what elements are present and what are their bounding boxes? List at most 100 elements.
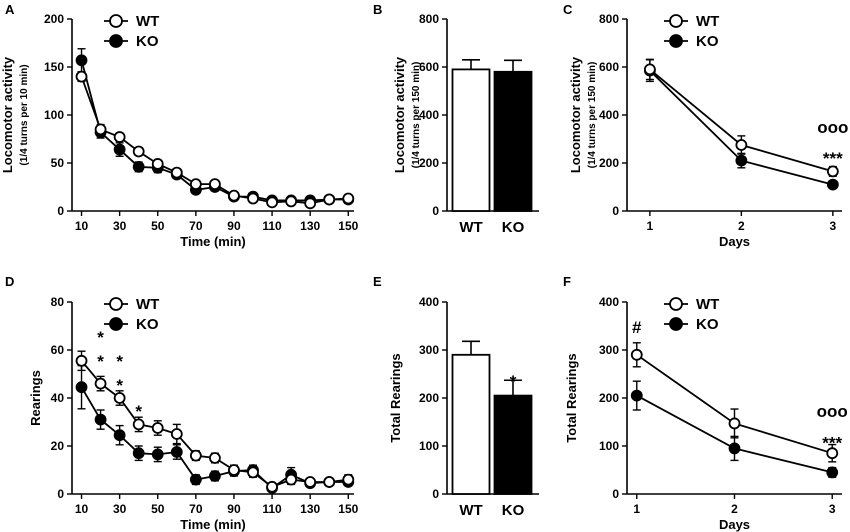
x-tick-label: 90 (227, 219, 241, 233)
significance-annotation: # (632, 318, 642, 337)
panel-d: D 0 20 40 60 80 Rearings 10 30 50 70 90 110 130 150 Tim… (5, 274, 359, 532)
y-tick-label: 0 (612, 204, 619, 218)
legend-marker (669, 14, 683, 28)
data-point (285, 195, 298, 208)
y-axis-subtitle: (1/4 turns per 150 min) (411, 62, 422, 169)
legend-label: KO (696, 316, 719, 333)
significance-annotation: * (97, 352, 104, 371)
x-tick-label: 3 (829, 502, 836, 516)
series-wt (75, 350, 355, 493)
y-axis-title: Locomotor activity (0, 56, 15, 173)
y-axis-title: Locomotor activity (392, 56, 407, 173)
x-tick-label: 150 (338, 219, 358, 233)
data-point (94, 123, 107, 136)
data-point (94, 413, 107, 426)
y-axis-title: Total Rearings (564, 353, 579, 442)
data-point (75, 381, 88, 394)
significance-annotation: *** (822, 433, 842, 452)
data-point (826, 466, 839, 479)
y-tick-label: 200 (419, 391, 439, 405)
legend-marker (109, 317, 123, 331)
x-tick-label: 130 (300, 502, 320, 516)
data-point (342, 192, 355, 205)
data-point (342, 473, 355, 486)
y-tick-label: 60 (51, 343, 65, 357)
x-tick-label: 50 (151, 502, 165, 516)
significance-annotation: * (135, 402, 142, 421)
data-point (170, 166, 183, 179)
legend-marker (109, 297, 123, 311)
data-point (323, 476, 336, 488)
data-point (304, 197, 317, 210)
data-point (735, 154, 748, 167)
data-point (189, 178, 202, 191)
x-tick-label: 3 (830, 219, 837, 233)
panel-letter: A (5, 2, 15, 17)
y-tick-label: 600 (599, 60, 619, 74)
y-tick-label: 20 (51, 439, 65, 453)
y-axis-title: Total Rearings (388, 353, 403, 442)
y-tick-label: 0 (432, 204, 439, 218)
y-tick-label: 400 (599, 108, 619, 122)
legend-marker (109, 34, 123, 48)
data-point (132, 145, 145, 158)
legend-label: KO (136, 316, 159, 333)
significance-annotation: * (510, 372, 517, 391)
panel-letter: E (373, 274, 382, 289)
category-label: WT (459, 219, 482, 236)
legend: WT KO (664, 13, 719, 50)
significance-annotation: ooo (817, 402, 848, 421)
data-point (113, 131, 126, 143)
y-tick-label: 80 (51, 295, 65, 309)
y-tick-label: 800 (419, 12, 439, 26)
series-wt (75, 70, 355, 210)
y-tick-label: 300 (599, 343, 619, 357)
data-point (323, 193, 336, 206)
series-ko (630, 380, 839, 479)
data-point (209, 178, 221, 191)
x-tick-label: 10 (75, 219, 89, 233)
panel-b: B 0 200 400 600 800 Locomotor activity (1/4 tur… (373, 2, 539, 236)
data-point (247, 192, 259, 205)
legend-marker (109, 14, 123, 28)
data-point (728, 442, 741, 455)
y-tick-label: 200 (599, 391, 619, 405)
y-tick-label: 100 (599, 439, 619, 453)
bar-ko (493, 394, 533, 495)
legend: WT KO (664, 296, 719, 333)
y-tick-label: 0 (612, 487, 619, 501)
data-point (285, 473, 298, 486)
x-tick-label: 130 (300, 219, 320, 233)
data-point (189, 473, 202, 486)
x-tick-label: 70 (189, 219, 203, 233)
legend-label: WT (136, 13, 159, 30)
data-point (643, 63, 656, 76)
y-tick-label: 40 (51, 391, 65, 405)
x-tick-label: 1 (647, 219, 654, 233)
data-point (209, 452, 221, 464)
data-point (170, 428, 183, 440)
data-point (728, 417, 741, 430)
x-tick-label: 1 (633, 502, 640, 516)
data-point (209, 470, 221, 482)
y-tick-label: 150 (44, 60, 64, 74)
data-point (151, 422, 164, 434)
y-tick-label: 200 (599, 156, 619, 170)
legend: WT KO (104, 296, 159, 333)
legend-label: KO (136, 33, 159, 50)
significance-annotation: * (97, 328, 104, 347)
y-tick-label: 0 (57, 487, 64, 501)
data-point (94, 377, 107, 390)
x-tick-label: 150 (338, 502, 358, 516)
panel-letter: B (373, 2, 382, 17)
x-axis-title: Time (min) (180, 517, 246, 532)
x-axis-title: Days (719, 517, 750, 532)
y-tick-label: 400 (419, 108, 439, 122)
data-point (228, 189, 240, 202)
data-point (630, 348, 643, 361)
x-tick-label: 2 (731, 502, 738, 516)
category-label: KO (502, 502, 525, 519)
series-wt (643, 58, 839, 178)
legend: WT KO (104, 13, 159, 50)
